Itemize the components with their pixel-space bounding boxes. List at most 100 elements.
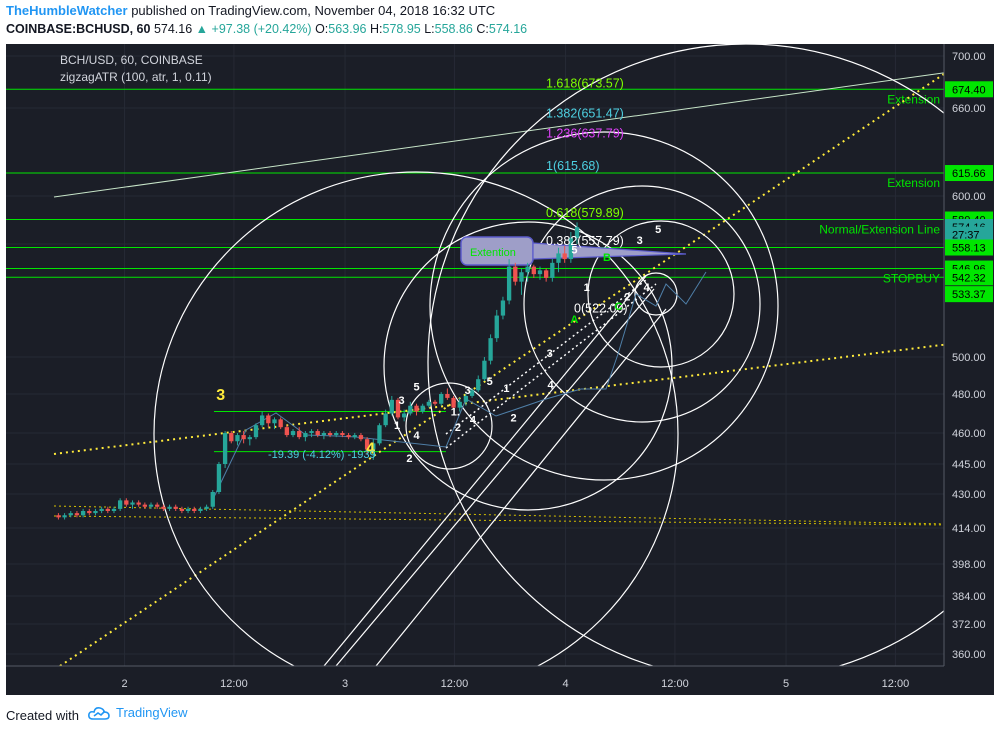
price-tag-label: 533.37 (952, 289, 986, 301)
candle-body (401, 413, 407, 418)
time-axis-label: 2 (121, 678, 127, 690)
candle-body (340, 433, 345, 436)
fib-level-label: 1.382(651.47) (546, 107, 624, 121)
candle-body (93, 511, 98, 514)
candle-body (439, 394, 444, 404)
candle-body (229, 433, 234, 442)
price-axis-label: 414.00 (952, 523, 986, 535)
candle-body (346, 435, 351, 438)
price-tag (945, 226, 993, 243)
close-label: C: (476, 22, 489, 36)
candle-body (408, 405, 413, 414)
publish-line: TheHumbleWatcher published on TradingVie… (6, 3, 495, 18)
wave-label: 1. (451, 406, 460, 418)
candle-body (192, 508, 197, 511)
candle-body (179, 508, 185, 511)
price-tag-label: 615.66 (952, 168, 986, 180)
wave-label: 2 (455, 422, 461, 434)
candle-body (204, 506, 209, 509)
wave-label: 5 (571, 244, 577, 256)
fib-fan-line (323, 275, 647, 667)
wave-label: 5 (413, 381, 419, 393)
fib-level-label: 1.618(673.57) (546, 76, 624, 90)
time-axis-label: 3 (342, 678, 348, 690)
fib-circle-right (523, 185, 761, 423)
time-axis-bg (6, 666, 944, 695)
author-link[interactable]: TheHumbleWatcher (6, 3, 128, 18)
candle-body (185, 508, 191, 511)
wave-label: 3 (637, 235, 643, 247)
candle-body (80, 511, 86, 516)
fib-circle-outer (427, 44, 994, 681)
candle-body (568, 238, 574, 260)
level-label: STOPBUY (883, 272, 940, 286)
candle-body (297, 431, 302, 438)
candle-body (389, 399, 394, 414)
candle-body (531, 266, 536, 275)
candle-body (500, 300, 506, 316)
open-label: O: (315, 22, 329, 36)
price-axis-label: 360.00 (952, 649, 986, 661)
price-tag-label: 558.13 (952, 243, 986, 255)
candle-body (395, 399, 401, 418)
close-value: 574.16 (488, 22, 528, 36)
price-axis-label: 500.00 (952, 352, 986, 364)
price-axis-bg (944, 44, 994, 695)
wave-label: 1 (394, 420, 400, 432)
symbol-label: COINBASE:BCHUSD, 60 (6, 22, 151, 36)
candle-body (463, 395, 469, 402)
lower-dotted-line (53, 515, 951, 526)
candle-body (488, 338, 493, 361)
created-with-text: Created with (6, 708, 79, 723)
candle-body (482, 360, 487, 380)
wave-label: A (570, 314, 578, 326)
wave-label: 4 (644, 282, 651, 294)
tradingview-link[interactable]: TradingView (88, 705, 188, 720)
candle-body (476, 379, 481, 391)
candle-body (124, 500, 129, 505)
low-value: 558.86 (434, 22, 473, 36)
wave-label: 2 (406, 453, 412, 465)
candle-body (235, 435, 240, 442)
candle-body (68, 513, 73, 516)
time-axis-label: 4 (562, 678, 568, 690)
candle-body (167, 506, 172, 509)
price-tag (945, 165, 993, 182)
candle-body (469, 390, 475, 396)
price-axis-label: 460.00 (952, 428, 986, 440)
candle-body (494, 315, 499, 339)
candle-body (321, 433, 327, 436)
wave-label: 4 (413, 430, 420, 442)
support-trendline (53, 343, 951, 455)
candle-body (414, 405, 419, 412)
publish-header: TheHumbleWatcher published on TradingVie… (0, 0, 999, 44)
candle-body (506, 266, 512, 301)
candle-body (259, 415, 265, 426)
fib-fan-line (335, 288, 655, 667)
candle-body (383, 413, 388, 426)
low-label: L: (424, 22, 435, 36)
wave-label: 3 (465, 385, 471, 397)
wave-label: 4 (548, 379, 555, 391)
level-label: Normal/Extension Line (819, 223, 940, 237)
price-change: ▲ +97.38 (+20.42%) (195, 22, 312, 36)
channel-trendline (53, 71, 951, 198)
wave-label: 1 (584, 282, 590, 294)
candle-body (519, 272, 524, 282)
price-chart[interactable]: Extension Extension Normal/Extension Line S… (6, 44, 994, 695)
price-tag (945, 286, 993, 303)
candle-body (266, 415, 271, 424)
chart-panel[interactable]: Extension Extension Normal/Extension Line S… (6, 44, 994, 695)
candle-body (562, 253, 567, 260)
wave-dotted-line (445, 279, 647, 435)
fib-level-label: 0(522.00) (574, 302, 628, 316)
measure-label: -19.39 (-4.12%) -1939 (268, 449, 376, 461)
candle-body (136, 502, 141, 505)
time-axis-label: 12:00 (882, 678, 910, 690)
candle-body (161, 506, 166, 509)
level-lines-layer: Extension Extension Normal/Extension Line S… (6, 88, 944, 453)
candle-body (117, 500, 123, 509)
candle-body (445, 394, 450, 398)
high-value: 578.95 (382, 22, 421, 36)
candle-body (303, 433, 308, 438)
